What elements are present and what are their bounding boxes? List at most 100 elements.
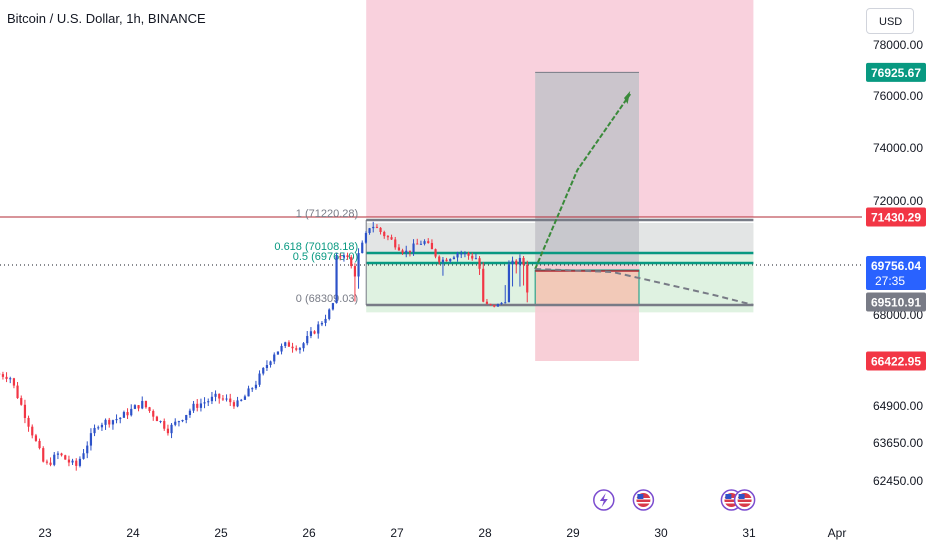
fib-level-label-0: 1 (71220.28) — [296, 208, 358, 220]
flag-stripe — [737, 502, 752, 504]
candle — [445, 257, 448, 262]
candle — [460, 250, 463, 259]
candle-body — [31, 426, 34, 436]
flag-canton — [637, 494, 644, 499]
candle — [93, 424, 96, 437]
candle — [416, 238, 419, 245]
candle — [31, 424, 34, 439]
candle-body — [155, 416, 159, 422]
candle-body — [53, 454, 56, 465]
candle — [434, 248, 437, 259]
candle — [262, 367, 265, 376]
candle — [221, 395, 225, 401]
price-badge: 69510.91 — [866, 292, 926, 312]
candle-body — [133, 405, 137, 409]
candle — [104, 418, 107, 430]
y-tick-label: 76000.00 — [873, 89, 923, 103]
candle-body — [23, 404, 27, 418]
candle-body — [328, 309, 331, 319]
candle — [196, 399, 199, 412]
price-badge-label: 71430.29 — [871, 211, 921, 225]
candle-body — [324, 318, 327, 323]
projection-up-path — [534, 93, 632, 270]
flag-stripe — [724, 502, 739, 504]
candle — [42, 446, 45, 463]
candle-body — [243, 396, 247, 400]
candle-body — [251, 388, 254, 390]
price-badge-bg — [866, 62, 926, 82]
candle — [331, 302, 335, 311]
candle-body — [511, 260, 514, 265]
candle — [218, 393, 221, 404]
candle — [485, 298, 489, 305]
candle — [339, 253, 342, 261]
symbol-title: Bitcoin / U.S. Dollar, 1h, BINANCE — [7, 11, 206, 26]
candle — [507, 260, 511, 303]
candle — [137, 405, 140, 412]
candle-body — [16, 385, 19, 399]
candle — [16, 382, 19, 399]
candle-body — [104, 419, 107, 425]
flag-stripe — [636, 502, 651, 504]
candle-body — [507, 264, 511, 303]
candle-body — [427, 241, 430, 243]
candle — [493, 304, 496, 308]
candle-body — [221, 398, 225, 400]
fib-level-label-1: 0.618 (70108.18) — [274, 241, 358, 253]
candle-body — [144, 400, 148, 408]
candle — [265, 360, 269, 372]
y-tick-label: 78000.00 — [873, 38, 923, 52]
lightning-icon — [593, 489, 615, 511]
currency-selector[interactable]: USD — [866, 8, 914, 34]
candle-body — [42, 448, 45, 462]
candle-body — [141, 400, 144, 409]
candle — [240, 398, 243, 402]
candle-body — [412, 243, 415, 253]
projection-down-path — [535, 268, 754, 306]
candle — [324, 314, 327, 327]
candle-body — [430, 242, 434, 250]
candle — [97, 425, 100, 430]
candle — [152, 409, 155, 421]
candle-body — [126, 412, 129, 416]
candle — [229, 393, 232, 406]
candle — [133, 404, 137, 410]
candle-body — [34, 435, 38, 441]
candle-body — [75, 460, 78, 466]
candle — [427, 238, 430, 244]
candle-body — [273, 354, 276, 362]
y-tick-label: 63650.00 — [873, 436, 923, 450]
candle — [368, 227, 371, 235]
candle — [478, 256, 481, 275]
candle — [298, 346, 302, 354]
candle-body — [500, 302, 503, 305]
candle-body — [419, 243, 423, 245]
candle-body — [445, 259, 448, 262]
candle-body — [474, 258, 478, 260]
candle — [408, 250, 412, 257]
candle — [45, 459, 49, 465]
candle-body — [119, 417, 122, 420]
candle — [9, 376, 12, 384]
candle-body — [434, 249, 437, 257]
candle-body — [522, 257, 525, 265]
candle — [346, 252, 349, 260]
candle — [386, 235, 390, 241]
candle — [177, 420, 181, 427]
candle-body — [137, 405, 140, 409]
candle-body — [485, 301, 489, 304]
candle — [214, 390, 217, 402]
y-tick-label: 74000.00 — [873, 141, 923, 155]
candle-body — [438, 256, 441, 263]
candle — [174, 418, 177, 427]
candle — [34, 433, 38, 442]
candle-body — [496, 304, 500, 307]
candle — [269, 360, 272, 368]
candle — [291, 342, 294, 353]
candle — [148, 406, 151, 413]
candle-body — [27, 417, 30, 427]
candle-body — [463, 253, 467, 255]
candle-body — [280, 345, 283, 352]
candle — [364, 231, 368, 244]
